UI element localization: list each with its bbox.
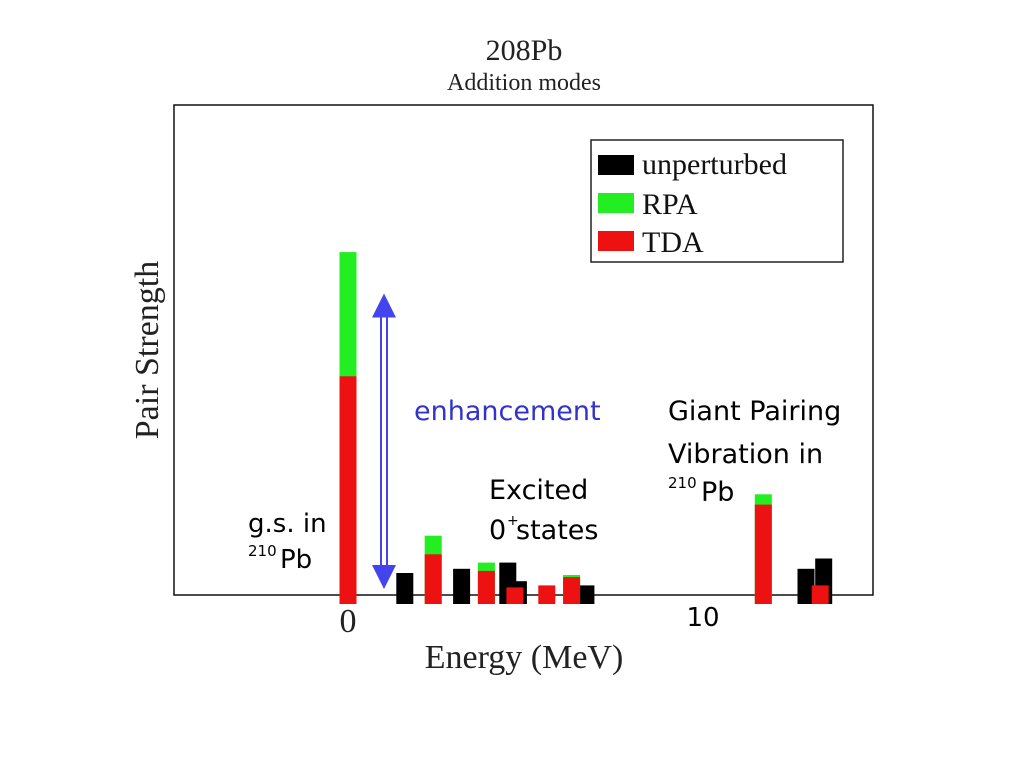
annotation-gs-elem: Pb (280, 545, 312, 575)
annotation-excited-zero: 0 (489, 515, 506, 546)
bars-layer (339, 252, 833, 604)
legend-label-rpa: RPA (642, 188, 698, 221)
legend-label-unperturbed: unperturbed (642, 148, 787, 181)
bar-tda-3 (506, 587, 524, 604)
legend-label-tda: TDA (642, 226, 704, 259)
bar-tda-2 (477, 570, 495, 604)
chart-title: 208Pb (486, 34, 563, 67)
arrow-head-up (372, 293, 396, 318)
annotation-excited-rest: states (516, 515, 598, 546)
x-axis-label: Energy (MeV) (425, 639, 624, 676)
annotation-gpv-sup: 210 (668, 474, 697, 492)
bar-unperturbed-5 (797, 568, 815, 604)
annotation-gs-line1: g.s. in (248, 509, 327, 539)
annotation-excited-line1: Excited (489, 475, 588, 506)
chart-subtitle: Addition modes (447, 70, 601, 96)
bar-tda-0 (339, 376, 357, 604)
bar-tda-1 (424, 554, 442, 604)
annotation-gpv-line2: Vibration in (668, 439, 823, 470)
arrow-head-down (372, 565, 396, 589)
legend-swatch-rpa (598, 193, 634, 213)
enhancement-arrow (372, 293, 396, 589)
legend-swatch-tda (598, 231, 634, 251)
bar-tda-4 (538, 585, 556, 604)
bar-tda-7 (811, 585, 829, 604)
annotation-gpv-line1: Giant Pairing (668, 396, 841, 427)
legend-swatch-unperturbed (598, 155, 634, 175)
bar-unperturbed-1 (453, 568, 471, 604)
y-axis-label: Pair Strength (129, 261, 166, 439)
annotation-gs-sup: 210 (248, 542, 277, 560)
x-tick-label-0: 0 (340, 603, 357, 640)
annotation-enhancement: enhancement (414, 396, 601, 427)
legend: unperturbed RPA TDA (590, 139, 844, 263)
annotation-gpv-elem: Pb (701, 477, 734, 508)
bar-unperturbed-4 (577, 585, 595, 604)
bar-tda-6 (754, 504, 772, 604)
bar-unperturbed-0 (396, 573, 414, 604)
annotation-excited-sup: + (507, 513, 519, 529)
x-tick-label-10: 10 (686, 603, 719, 633)
bar-tda-5 (563, 577, 581, 604)
